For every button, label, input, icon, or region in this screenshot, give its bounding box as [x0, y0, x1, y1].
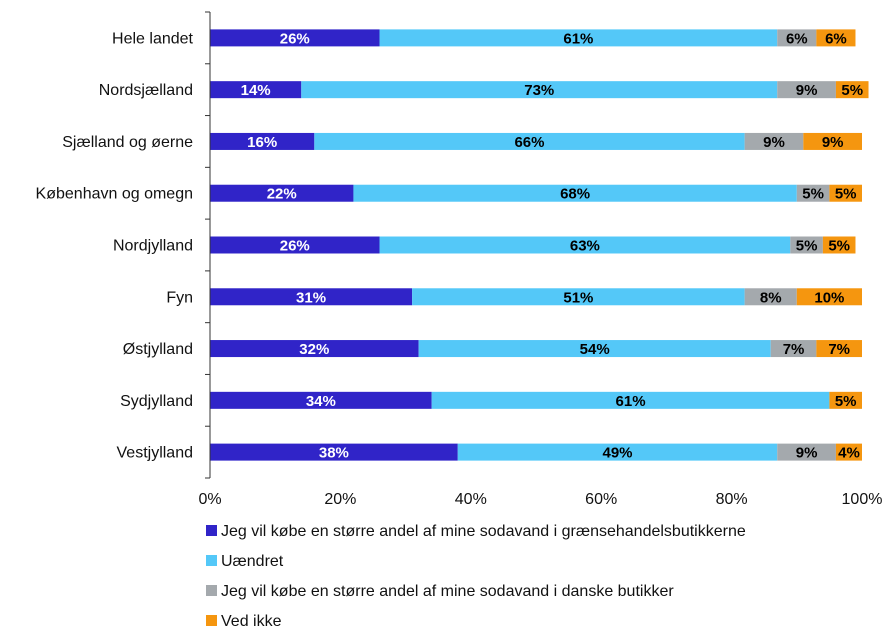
- bar-segment: [796, 184, 830, 202]
- data-label: 5%: [841, 82, 863, 99]
- bar-segment: [829, 184, 862, 202]
- category-label: Sydjylland: [120, 393, 193, 410]
- bar-segment: [210, 443, 458, 461]
- category-label: Nordjylland: [113, 238, 193, 255]
- data-label: 14%: [241, 82, 271, 99]
- bar-segment: [777, 81, 836, 99]
- category-label: Nordsjælland: [99, 82, 193, 99]
- x-tick-label: 20%: [324, 491, 356, 508]
- bar-segment: [210, 340, 419, 358]
- bar-segment: [210, 391, 432, 409]
- x-tick-label: 0%: [198, 491, 221, 508]
- bar-segment: [796, 288, 862, 306]
- legend-swatch: [206, 555, 217, 566]
- x-tick-label: 40%: [455, 491, 487, 508]
- bar-segment: [210, 81, 302, 99]
- legend-label: Jeg vil købe en større andel af mine sod…: [221, 583, 674, 600]
- data-label: 5%: [802, 186, 824, 203]
- data-label: 4%: [838, 445, 860, 462]
- data-label: 16%: [247, 134, 277, 151]
- data-label: 10%: [814, 289, 844, 306]
- data-label: 5%: [828, 238, 850, 255]
- bar-segment: [835, 81, 869, 99]
- legend-label: Uændret: [221, 553, 284, 570]
- x-tick-label: 80%: [716, 491, 748, 508]
- legend-swatch: [206, 525, 217, 536]
- bar-segment: [210, 236, 380, 254]
- data-label: 9%: [763, 134, 785, 151]
- category-label: Østjylland: [123, 341, 193, 358]
- legend: Jeg vil købe en større andel af mine sod…: [206, 523, 746, 630]
- data-label: 26%: [280, 30, 310, 47]
- bar-segment: [777, 443, 836, 461]
- data-label: 32%: [299, 341, 329, 358]
- data-label: 73%: [524, 82, 554, 99]
- bar-segment: [457, 443, 778, 461]
- data-label: 54%: [580, 341, 610, 358]
- bar-segment: [744, 288, 797, 306]
- category-label: Hele landet: [112, 30, 194, 47]
- data-label: 68%: [560, 186, 590, 203]
- bar-segment: [835, 443, 862, 461]
- bar-segment: [353, 184, 797, 202]
- legend-swatch: [206, 585, 217, 596]
- data-label: 6%: [786, 30, 808, 47]
- data-label: 38%: [319, 445, 349, 462]
- data-label: 9%: [796, 445, 818, 462]
- data-label: 5%: [796, 238, 818, 255]
- legend-label: Ved ikke: [221, 613, 282, 630]
- data-label: 31%: [296, 289, 326, 306]
- bar-segment: [777, 29, 817, 47]
- data-label: 6%: [825, 30, 847, 47]
- axes-layer: Hele landet Nordsjælland Sjælland og øerne…: [36, 11, 883, 508]
- data-label: 5%: [835, 393, 857, 410]
- bar-segment: [210, 184, 354, 202]
- data-label: 7%: [783, 341, 805, 358]
- bar-segment: [790, 236, 823, 254]
- bar-segment: [379, 29, 778, 47]
- bar-segment: [379, 236, 791, 254]
- bar-segment: [418, 340, 771, 358]
- legend-label: Jeg vil købe en større andel af mine sod…: [221, 523, 746, 540]
- bar-segment: [412, 288, 745, 306]
- category-label: Sjælland og øerne: [62, 134, 193, 151]
- data-label: 9%: [822, 134, 844, 151]
- category-label: Vestjylland: [117, 445, 194, 462]
- x-tick-label: 100%: [842, 491, 883, 508]
- data-label: 61%: [616, 393, 646, 410]
- bar-segment: [816, 29, 856, 47]
- category-label: Fyn: [166, 289, 193, 306]
- bar-segment: [770, 340, 817, 358]
- bar-segment: [210, 29, 380, 47]
- bar-segment: [210, 132, 315, 150]
- bar-segment: [816, 340, 862, 358]
- data-label: 7%: [828, 341, 850, 358]
- data-label: 49%: [602, 445, 632, 462]
- data-label: 22%: [267, 186, 297, 203]
- data-label: 5%: [835, 186, 857, 203]
- bar-segment: [744, 132, 804, 150]
- bar-segment: [431, 391, 830, 409]
- bar-segment: [314, 132, 745, 150]
- legend-swatch: [206, 615, 217, 626]
- category-label: København og omegn: [36, 186, 193, 203]
- bars-layer: 26% 61% 6% 6% 14% 73% 9% 5% 16% 66% 9% 9% 22% 68% 5% 5%…: [210, 29, 869, 462]
- data-label: 8%: [760, 289, 782, 306]
- bar-segment: [210, 288, 413, 306]
- x-tick-label: 60%: [585, 491, 617, 508]
- bar-segment: [301, 81, 778, 99]
- data-label: 63%: [570, 238, 600, 255]
- bar-segment: [829, 391, 862, 409]
- data-label: 9%: [796, 82, 818, 99]
- data-label: 26%: [280, 238, 310, 255]
- bar-segment: [803, 132, 862, 150]
- data-label: 61%: [563, 30, 593, 47]
- data-label: 34%: [306, 393, 336, 410]
- data-label: 51%: [563, 289, 593, 306]
- data-label: 66%: [514, 134, 544, 151]
- bar-segment: [822, 236, 856, 254]
